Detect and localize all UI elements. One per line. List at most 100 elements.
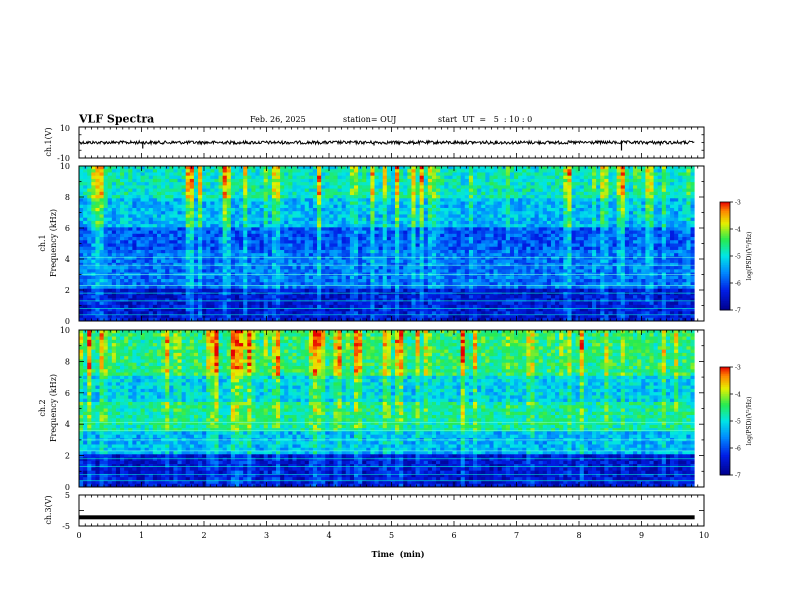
spectrogram-cell: [550, 224, 556, 228]
spectrogram-cell: [645, 233, 650, 238]
spectrogram-cell: [559, 240, 564, 244]
spectrogram-cell: [497, 195, 503, 199]
spectrogram-cell: [103, 240, 109, 244]
spectrogram-cell: [657, 259, 663, 264]
spectrogram-cell: [460, 201, 466, 206]
spectrogram-cell: [115, 227, 121, 231]
spectrogram-cell: [493, 188, 499, 193]
spectrogram-cell: [353, 195, 359, 199]
spectrogram-cell: [399, 207, 404, 212]
spectrogram-cell: [91, 246, 96, 251]
spectrogram-cell: [444, 224, 449, 228]
spectrogram-cell: [382, 195, 388, 199]
spectrogram-cell: [87, 188, 92, 193]
spectrogram-cell: [312, 220, 318, 225]
spectrogram-cell: [161, 172, 166, 177]
spectrogram-cell: [493, 185, 499, 190]
spectrogram-cell: [612, 233, 618, 238]
spectrogram-cell: [120, 207, 125, 212]
spectrogram-cell: [263, 220, 269, 225]
spectrogram-cell: [292, 230, 297, 235]
spectrogram-cell: [682, 211, 687, 215]
spectrogram-cell: [247, 230, 252, 235]
spectrogram-cell: [661, 256, 667, 261]
spectrogram-cell: [559, 169, 564, 173]
spectrogram-cell: [526, 266, 531, 270]
spectrogram-cell: [189, 243, 195, 248]
spectrogram-cell: [136, 178, 141, 183]
spectrogram-cell: [423, 259, 429, 264]
spectrogram-cell: [120, 266, 125, 270]
spectrogram-cell: [501, 262, 507, 267]
spectrogram-cell: [214, 243, 219, 248]
spectrogram-cell: [534, 266, 540, 270]
spectrogram-cell: [444, 214, 449, 219]
spectrogram-cell: [132, 253, 137, 257]
spectrogram-cell: [518, 243, 523, 248]
spectrogram-cell: [271, 166, 277, 170]
spectrogram-cell: [407, 266, 412, 270]
spectrogram-cell: [460, 259, 466, 264]
spectrogram-cell: [620, 220, 626, 225]
spectrogram-cell: [136, 182, 141, 186]
spectrogram-cell: [218, 256, 224, 261]
spectrogram-cell: [522, 178, 527, 183]
spectrogram-cell: [173, 178, 178, 183]
spectrogram-cell: [79, 166, 84, 170]
spectrogram-cell: [616, 246, 622, 251]
spectrogram-cell: [312, 169, 318, 173]
spectrogram-cell: [222, 240, 228, 244]
spectrogram-cell: [497, 243, 503, 248]
spectrogram-cell: [633, 191, 638, 196]
spectrogram-cell: [399, 243, 404, 248]
spectrogram-cell: [353, 217, 359, 222]
spectrogram-cell: [165, 246, 170, 251]
spectrogram-cell: [349, 240, 355, 244]
spectrogram-cell: [226, 204, 232, 209]
spectrogram-cell: [579, 211, 585, 215]
spectrogram-cell: [633, 172, 638, 177]
spectrogram-cell: [263, 204, 269, 209]
spectrogram-cell: [571, 211, 576, 215]
spectrogram-cell: [345, 240, 351, 244]
spectrogram-cell: [345, 182, 351, 186]
spectrogram-cell: [255, 233, 260, 238]
spectrogram-cell: [239, 175, 244, 180]
spectrogram-cell: [563, 195, 568, 199]
spectrogram-cell: [628, 249, 634, 254]
spectrogram-cell: [136, 166, 141, 170]
spectrogram-cell: [321, 182, 326, 186]
spectrogram-cell: [99, 166, 105, 170]
spectrogram-cell: [202, 246, 207, 251]
spectrogram-cell: [604, 237, 609, 241]
spectrogram-cell: [230, 178, 236, 183]
spectrogram-cell: [386, 188, 392, 193]
spectrogram-cell: [218, 198, 224, 202]
spectrogram-cell: [140, 201, 146, 206]
spectrogram-cell: [161, 243, 166, 248]
spectrogram-cell: [280, 253, 285, 257]
spectrogram-cell: [382, 188, 388, 193]
spectrogram-cell: [653, 198, 659, 202]
spectrogram-cell: [628, 233, 634, 238]
spectrogram-cell: [198, 195, 203, 199]
spectrogram-cell: [165, 204, 170, 209]
spectrogram-cell: [616, 211, 622, 215]
spectrogram-cell: [505, 259, 511, 264]
spectrogram-cell: [337, 262, 343, 267]
spectrogram-cell: [620, 259, 626, 264]
spectrogram-cell: [95, 188, 100, 193]
spectrogram-cell: [612, 188, 618, 193]
spectrogram-cell: [321, 217, 326, 222]
spectrogram-cell: [678, 191, 683, 196]
spectrogram-cell: [345, 195, 351, 199]
spectrogram-cell: [292, 224, 297, 228]
spectrogram-cell: [276, 246, 281, 251]
spectrogram-cell: [550, 178, 556, 183]
spectrogram-cell: [247, 240, 252, 244]
spectrogram-cell: [132, 266, 137, 270]
spectrogram-cell: [317, 169, 322, 173]
spectrogram-cell: [156, 224, 162, 228]
spectrogram-cell: [612, 195, 618, 199]
spectrogram-cell: [132, 214, 137, 219]
